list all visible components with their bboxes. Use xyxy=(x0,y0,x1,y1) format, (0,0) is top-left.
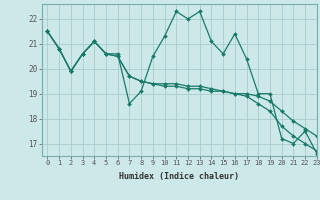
X-axis label: Humidex (Indice chaleur): Humidex (Indice chaleur) xyxy=(119,172,239,181)
